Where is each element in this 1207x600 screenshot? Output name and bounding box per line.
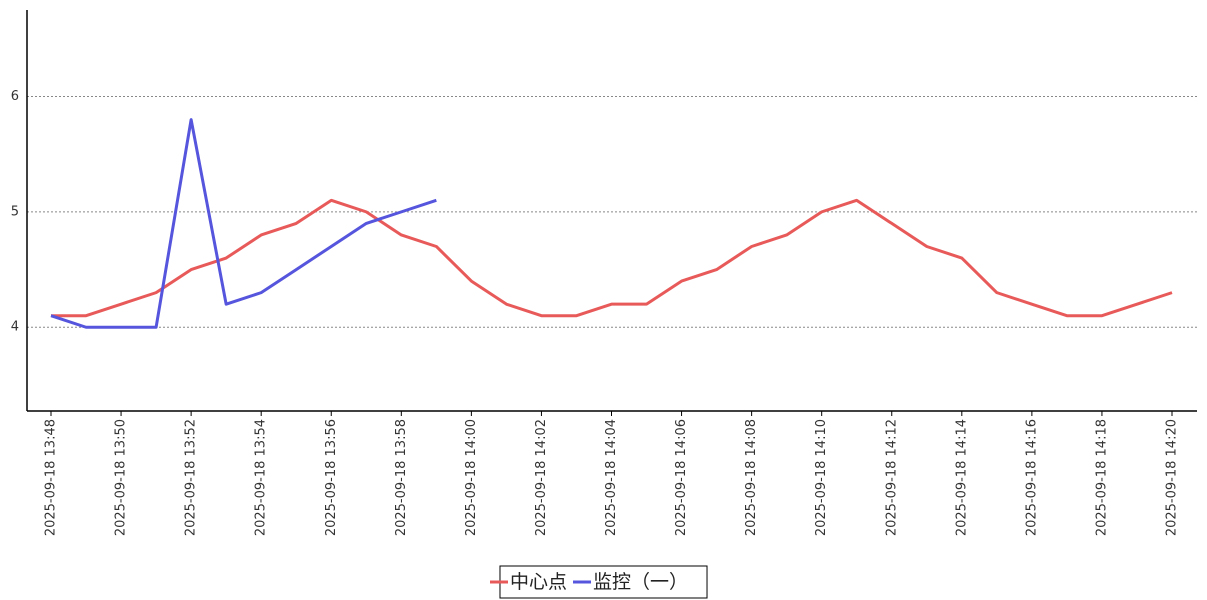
- x-tick-label: 2025-09-18 13:56: [324, 419, 339, 536]
- x-tick-label: 2025-09-18 14:04: [604, 419, 619, 536]
- x-tick-label: 2025-09-18 14:20: [1165, 419, 1180, 536]
- x-tick-label: 2025-09-18 14:00: [464, 419, 479, 536]
- x-tick-label: 2025-09-18 13:54: [254, 419, 269, 536]
- y-tick-label: 5: [11, 204, 19, 219]
- series-line: [51, 198, 1173, 318]
- x-tick-label: 2025-09-18 14:12: [884, 419, 899, 536]
- x-tick-label: 2025-09-18 13:58: [394, 419, 409, 536]
- legend-label: 中心点: [510, 571, 567, 593]
- x-tick-label: 2025-09-18 14:02: [534, 419, 549, 536]
- y-tick-label: 6: [11, 89, 19, 104]
- x-tick-label: 2025-09-18 14:18: [1094, 419, 1109, 536]
- x-tick-label: 2025-09-18 13:52: [184, 419, 199, 536]
- series-line: [50, 118, 437, 329]
- x-tick-label: 2025-09-18 14:14: [954, 419, 969, 536]
- x-tick-label: 2025-09-18 14:16: [1024, 419, 1039, 536]
- y-tick-label: 4: [11, 320, 19, 335]
- x-tick-label: 2025-09-18 13:50: [114, 419, 129, 536]
- x-tick-label: 2025-09-18 14:08: [744, 419, 759, 536]
- x-tick-label: 2025-09-18 14:10: [814, 419, 829, 536]
- x-tick-label: 2025-09-18 13:48: [44, 419, 59, 536]
- legend-label: 监控（一）: [593, 571, 688, 593]
- x-tick-label: 2025-09-18 14:06: [674, 419, 689, 536]
